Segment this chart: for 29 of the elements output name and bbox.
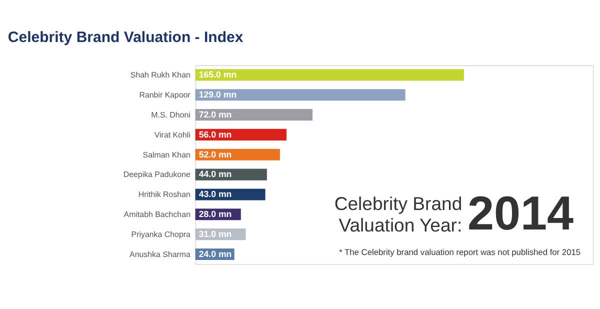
data-label: 52.0 mn: [198, 149, 232, 160]
y-tick-label: Priyanka Chopra: [131, 230, 192, 239]
y-tick-label: M.S. Dhoni: [151, 110, 191, 120]
y-tick-label: Virat Kohli: [154, 130, 191, 140]
bar: [195, 89, 406, 101]
y-tick-label: Salman Khan: [142, 150, 190, 160]
y-tick-label: Ranbir Kapoor: [139, 90, 191, 100]
data-label: 43.0 mn: [198, 189, 232, 200]
data-label: 56.0 mn: [198, 129, 232, 140]
data-label: 31.0 mn: [198, 228, 232, 239]
data-label: 24.0 mn: [198, 248, 232, 259]
annotation: Valuation Year:: [338, 214, 462, 236]
text: 2014: [467, 188, 574, 241]
annotation: * The Celebrity brand valuation report was not published for 2015: [339, 247, 581, 258]
y-tick-label: Shah Rukh Khan: [130, 70, 190, 80]
bar: [195, 188, 266, 200]
annotation: Celebrity Brand: [334, 193, 462, 214]
bar: [195, 109, 313, 121]
data-label: 129.0 mn: [198, 90, 237, 100]
bar: [195, 69, 464, 81]
chart-title: Celebrity Brand Valuation - Index: [8, 29, 244, 46]
data-label: 72.0 mn: [198, 109, 232, 120]
y-tick-label: Deepika Padukone: [123, 170, 192, 180]
y-tick-label: Anushka Sharma: [130, 250, 192, 259]
y-tick-label: Amitabh Bachchan: [124, 210, 190, 220]
y-tick-label: Hrithik Roshan: [138, 190, 190, 200]
data-label: 165.0 mn: [198, 70, 237, 80]
data-label: 28.0 mn: [198, 209, 232, 220]
data-label: 44.0 mn: [198, 169, 232, 180]
